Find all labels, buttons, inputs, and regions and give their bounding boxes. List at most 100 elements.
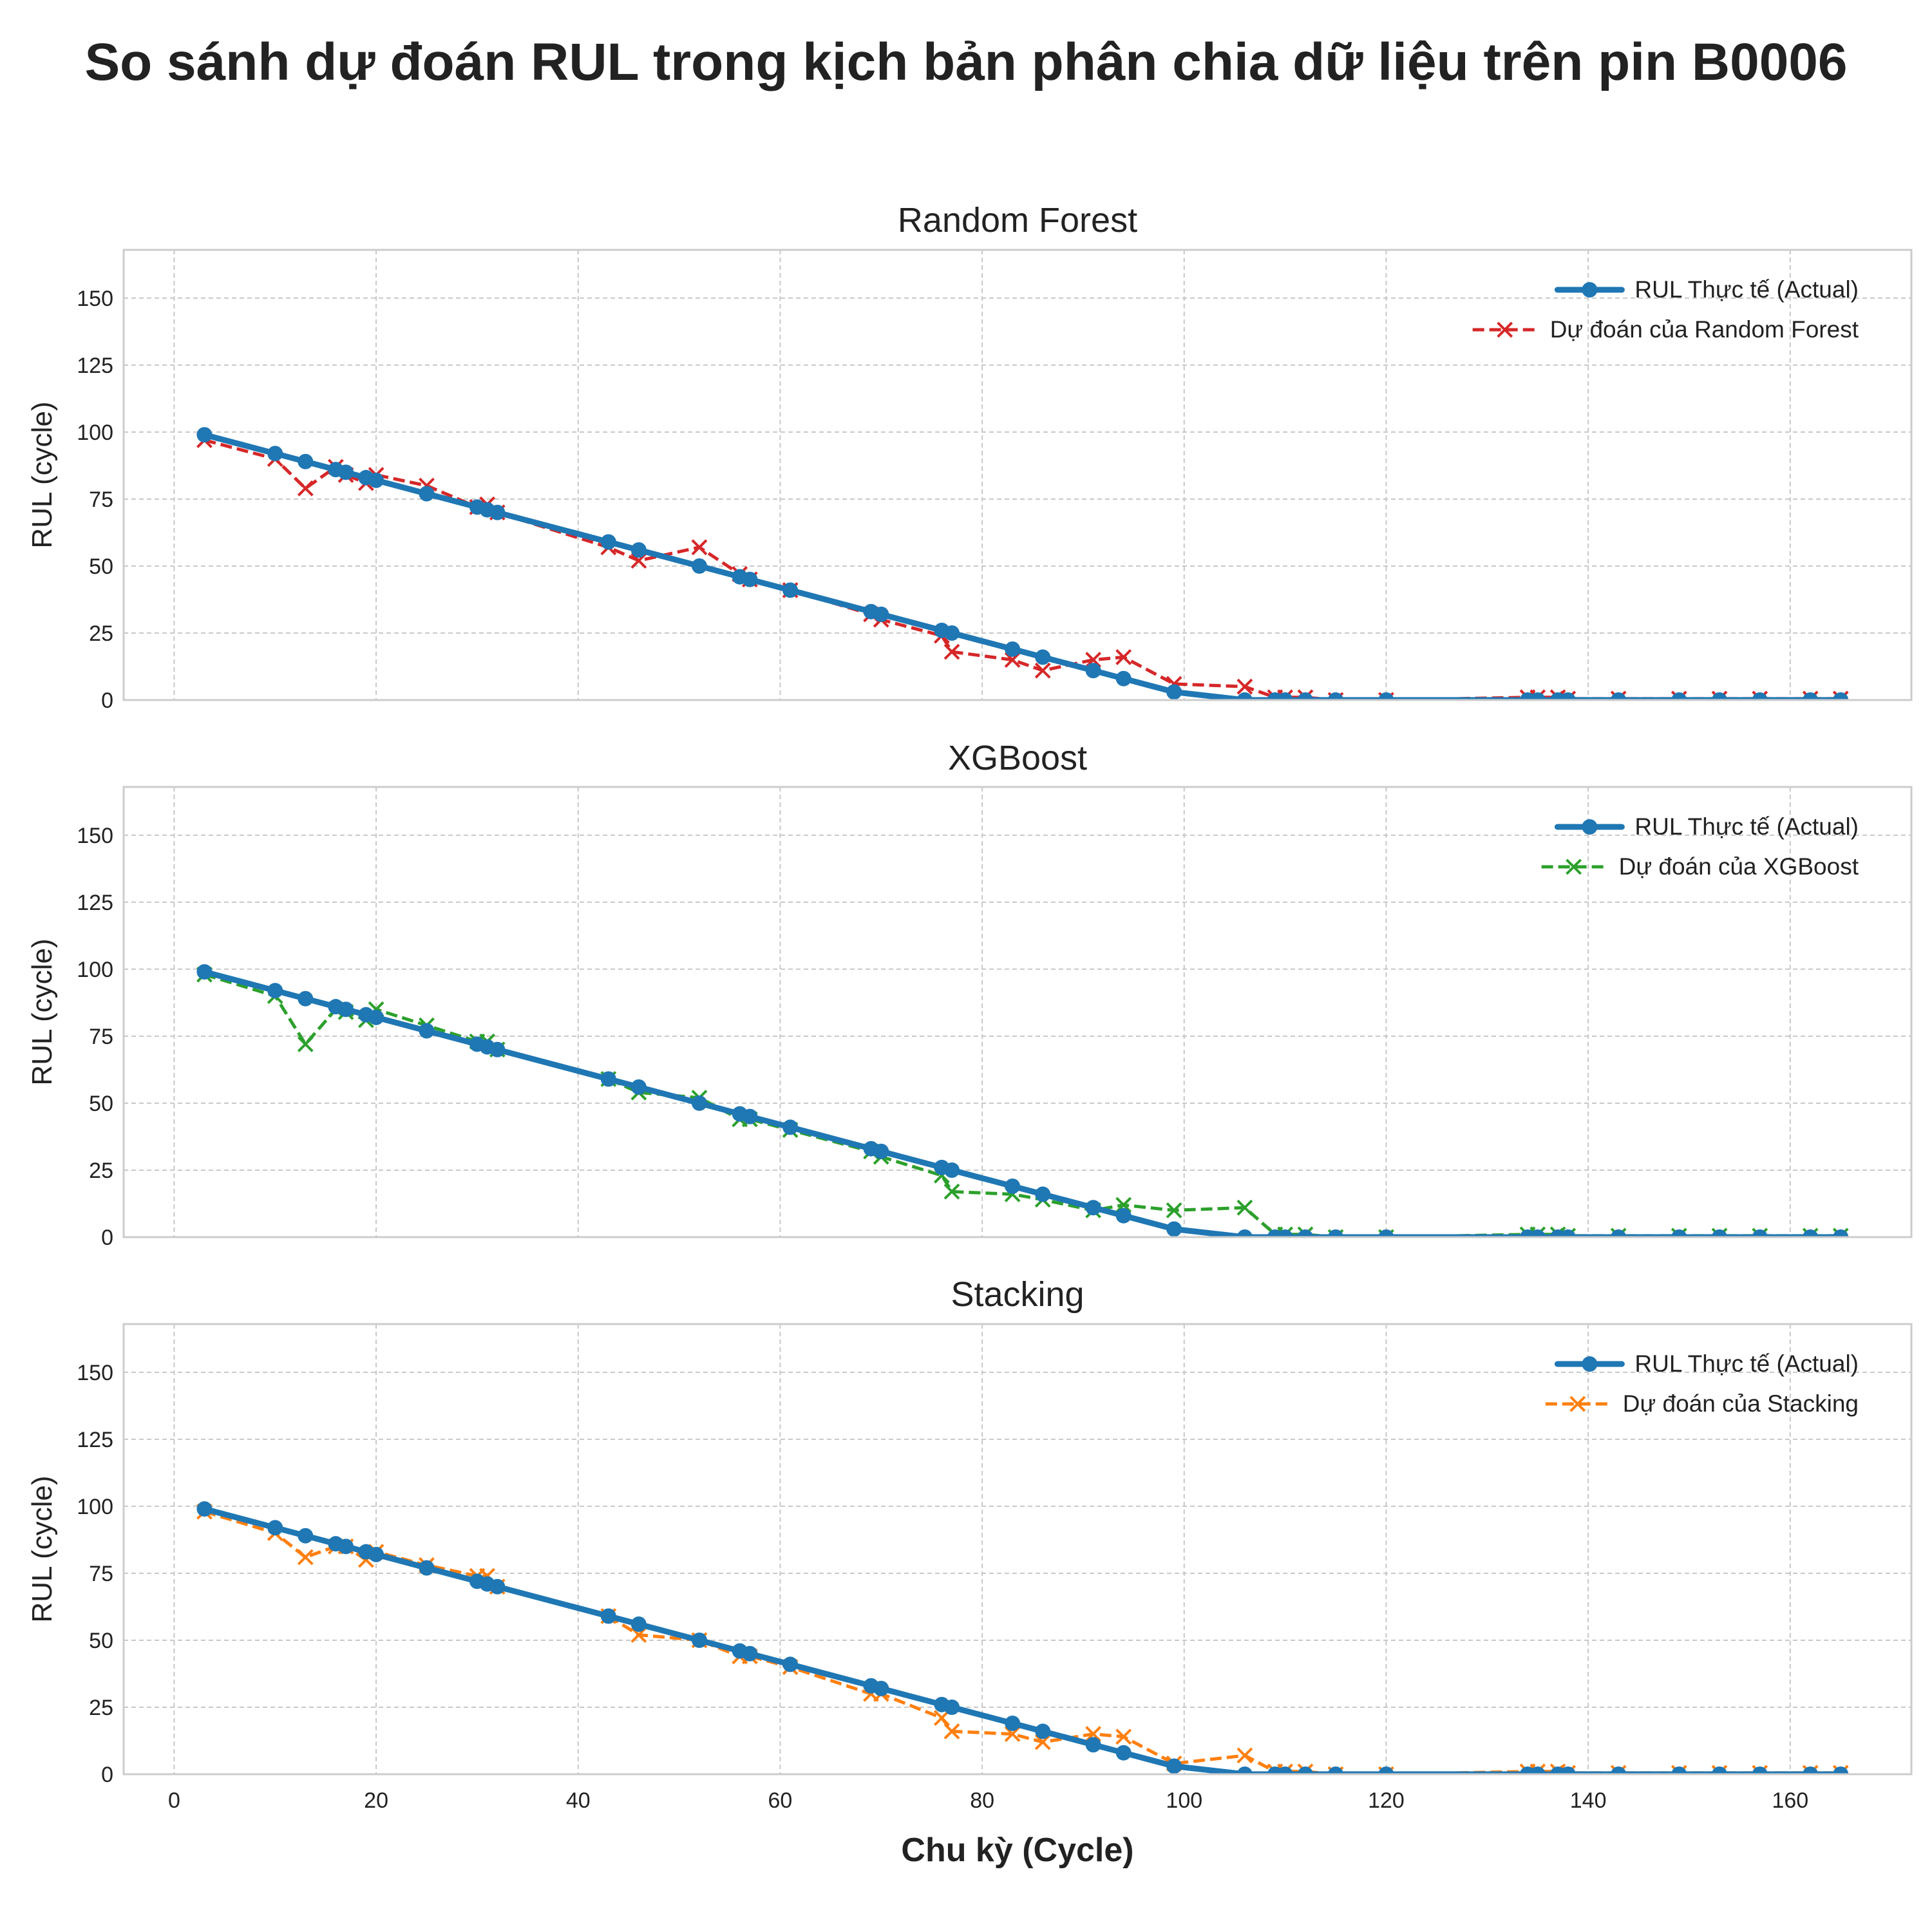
data-point-actual: [1803, 692, 1819, 700]
x-tick-label: 160: [1772, 1788, 1808, 1813]
x-tick-label: 120: [1368, 1788, 1405, 1813]
data-point-actual: [630, 542, 647, 558]
y-tick-label: 0: [101, 1226, 113, 1250]
y-tick-label: 50: [89, 1092, 113, 1116]
data-point-actual: [1611, 1229, 1627, 1237]
y-tick-label: 125: [77, 354, 113, 378]
series-line-prediction: [204, 1510, 1841, 1774]
data-point-actual: [782, 1656, 799, 1672]
data-point-actual: [1611, 692, 1627, 700]
panel-title: XGBoost: [948, 739, 1087, 777]
data-point-actual: [1671, 1229, 1687, 1237]
data-point-actual: [1530, 1766, 1546, 1774]
data-point-actual: [1236, 1229, 1253, 1237]
data-point-actual: [419, 486, 435, 502]
data-point-actual: [873, 1680, 889, 1696]
x-tick-label: 20: [364, 1788, 388, 1813]
legend-marker-x: [1566, 858, 1582, 875]
series-group: [196, 427, 1849, 700]
data-point-actual: [944, 1699, 960, 1715]
y-tick-label: 125: [77, 891, 113, 915]
y-tick-label: 25: [89, 621, 113, 646]
legend-label: RUL Thực tế (Actual): [1634, 1350, 1859, 1377]
data-point-actual: [1752, 1229, 1768, 1237]
data-point-actual: [630, 1616, 647, 1632]
data-point-actual: [489, 504, 506, 520]
data-point-actual: [782, 582, 799, 598]
data-point-actual: [1712, 1229, 1728, 1237]
data-point-actual: [196, 964, 213, 980]
data-point-prediction: [1034, 662, 1051, 679]
data-point-actual: [298, 453, 314, 469]
data-point-actual: [489, 1578, 506, 1595]
data-point-actual: [1277, 1229, 1293, 1237]
plot-frame: [122, 1323, 1913, 1776]
data-point-actual: [742, 1645, 758, 1662]
series-line-actual: [202, 1506, 1844, 1774]
data-point-actual: [1166, 1758, 1182, 1774]
y-axis-label: RUL (cycle): [26, 1475, 58, 1622]
data-point-actual: [196, 1501, 213, 1517]
data-point-actual: [1671, 1766, 1687, 1774]
data-point-actual: [600, 1071, 616, 1087]
data-point-actual: [1005, 1178, 1021, 1194]
series-line-actual: [202, 431, 1844, 700]
y-tick-label: 125: [77, 1428, 113, 1452]
data-point-actual: [1752, 692, 1768, 700]
y-tick-label: 75: [89, 1025, 113, 1049]
legend-marker-x: [1569, 1396, 1586, 1412]
data-point-actual: [742, 1108, 758, 1124]
data-point-actual: [691, 1095, 707, 1111]
data-point-actual: [1328, 692, 1344, 700]
data-point-actual: [1035, 649, 1051, 665]
data-point-actual: [1833, 1229, 1849, 1237]
data-point-prediction: [297, 1549, 314, 1566]
data-point-actual: [368, 1009, 384, 1025]
y-tick-label: 150: [77, 824, 113, 848]
data-point-actual: [267, 1520, 283, 1536]
plot-frame: [122, 786, 1913, 1238]
x-tick-label: 40: [566, 1788, 591, 1813]
x-tick-label: 140: [1570, 1788, 1607, 1813]
x-tick-label: 100: [1166, 1788, 1202, 1813]
y-tick-label: 25: [89, 1696, 113, 1720]
data-point-actual: [1277, 692, 1293, 700]
data-point-actual: [338, 1539, 354, 1555]
data-point-actual: [944, 1162, 960, 1178]
data-point-prediction: [1166, 1202, 1182, 1218]
y-tick-label: 25: [89, 1159, 113, 1183]
y-tick-label: 100: [77, 958, 113, 982]
data-point-actual: [1277, 1766, 1293, 1774]
y-tick-label: 150: [77, 1361, 113, 1385]
y-tick-label: 0: [101, 688, 113, 713]
legend-marker-circle: [1582, 1356, 1598, 1372]
data-point-prediction: [943, 1183, 960, 1200]
data-point-actual: [1833, 692, 1849, 700]
data-point-actual: [1530, 1229, 1546, 1237]
legend-label: Dự đoán của Random Forest: [1550, 316, 1859, 343]
panel-title: Random Forest: [898, 201, 1137, 240]
legend-label: Dự đoán của XGBoost: [1619, 853, 1859, 880]
data-point-actual: [1378, 692, 1394, 700]
data-point-prediction: [1115, 1728, 1132, 1745]
data-point-prediction: [691, 539, 708, 556]
legend-label: Dự đoán của Stacking: [1623, 1390, 1859, 1417]
data-point-actual: [1328, 1229, 1344, 1237]
figure-title: So sánh dự đoán RUL trong kịch bản phân …: [84, 33, 1848, 91]
series-group: [196, 1501, 1849, 1774]
data-point-actual: [782, 1119, 799, 1135]
data-point-prediction: [943, 1723, 960, 1739]
data-point-actual: [489, 1041, 506, 1057]
data-point-actual: [630, 1079, 647, 1095]
data-point-actual: [1560, 1229, 1576, 1237]
data-point-actual: [1671, 692, 1687, 700]
data-point-prediction: [1115, 649, 1132, 665]
data-point-actual: [1166, 684, 1182, 700]
plot-frame: [122, 249, 1913, 701]
data-point-actual: [1611, 1766, 1627, 1774]
data-point-actual: [1803, 1766, 1819, 1774]
data-point-actual: [1833, 1766, 1849, 1774]
data-point-prediction: [297, 1036, 314, 1052]
data-point-actual: [1712, 1766, 1728, 1774]
data-point-actual: [600, 534, 616, 550]
